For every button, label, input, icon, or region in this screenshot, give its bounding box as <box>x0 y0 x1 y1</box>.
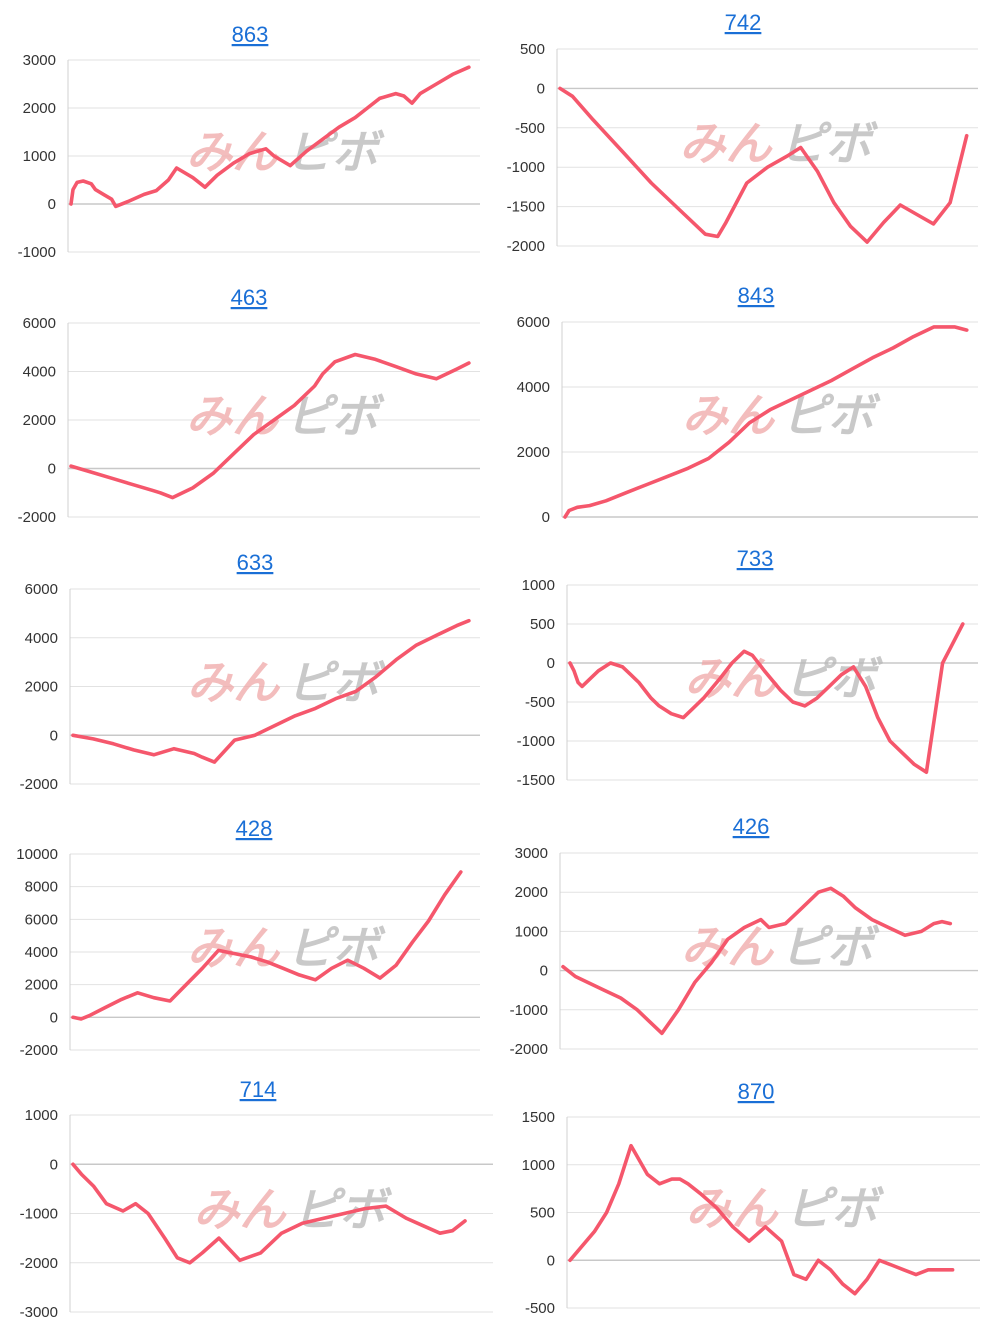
y-tick-label: -1000 <box>20 1206 58 1223</box>
y-tick-label: 4000 <box>25 944 58 961</box>
y-tick-label: -500 <box>525 694 555 711</box>
y-tick-label: -500 <box>515 120 545 137</box>
y-tick-label: 6000 <box>517 314 550 331</box>
y-tick-label: 0 <box>547 1252 555 1269</box>
chart-title-link[interactable]: 463 <box>231 285 268 310</box>
chart-panel-742: 742 500 0 -500 -1000 -1500 -2000 みん ピボ <box>507 10 978 255</box>
y-tick-label: -1000 <box>517 733 555 750</box>
y-tick-label: 1000 <box>522 577 555 594</box>
chart-title-link[interactable]: 843 <box>738 283 775 308</box>
y-tick-label: 1000 <box>515 923 548 940</box>
y-tick-label: 0 <box>537 80 545 97</box>
watermark-logo: みん <box>186 389 280 443</box>
y-tick-label: 2000 <box>23 100 56 117</box>
watermark-logo: みん <box>681 920 775 974</box>
y-tick-label: 6000 <box>25 581 58 598</box>
series-line <box>563 325 969 519</box>
watermark-logo: ピボ <box>294 1183 393 1237</box>
y-tick-label: 2000 <box>517 444 550 461</box>
watermark-logo: ピボ <box>786 1182 885 1236</box>
series-line <box>71 1162 467 1265</box>
series-line <box>568 1143 955 1296</box>
y-tick-label: 0 <box>48 461 56 478</box>
watermark-logo: ピボ <box>780 117 879 171</box>
y-tick-label: 8000 <box>25 879 58 896</box>
y-tick-label: -2000 <box>18 509 56 526</box>
y-tick-label: 6000 <box>25 911 58 928</box>
series-line <box>71 870 463 1021</box>
y-tick-label: 2000 <box>25 679 58 696</box>
chart-title-link[interactable]: 733 <box>737 546 774 571</box>
y-tick-label: -1500 <box>507 199 545 216</box>
y-tick-label: 0 <box>542 509 550 526</box>
series-line <box>69 352 471 500</box>
chart-title-link[interactable]: 714 <box>240 1077 277 1102</box>
y-tick-label: -2000 <box>20 776 58 793</box>
y-tick-label: 500 <box>530 1205 555 1222</box>
y-tick-label: 4000 <box>23 364 56 381</box>
y-tick-label: 0 <box>50 727 58 744</box>
series-line <box>568 622 965 775</box>
watermark-logo: みん <box>187 656 281 710</box>
y-tick-label: 500 <box>520 41 545 58</box>
chart-title-link[interactable]: 633 <box>237 550 274 575</box>
y-tick-label: -2000 <box>20 1255 58 1272</box>
y-tick-label: -1000 <box>18 244 56 261</box>
y-tick-label: -2000 <box>20 1042 58 1059</box>
y-tick-label: -1500 <box>517 772 555 789</box>
y-tick-label: -1000 <box>507 159 545 176</box>
y-tick-label: -2000 <box>507 238 545 255</box>
chart-title-link[interactable]: 428 <box>236 816 273 841</box>
y-tick-label: 2000 <box>25 977 58 994</box>
y-tick-label: 2000 <box>23 412 56 429</box>
watermark-logo: みん <box>187 921 281 975</box>
y-tick-label: 0 <box>540 963 548 980</box>
series-line <box>69 65 471 209</box>
watermark-logo: ピボ <box>785 652 884 706</box>
y-tick-label: 4000 <box>517 379 550 396</box>
y-tick-label: 1500 <box>522 1109 555 1126</box>
y-tick-label: -500 <box>525 1300 555 1317</box>
y-tick-label: 0 <box>50 1156 58 1173</box>
chart-panel-426: 426 3000 2000 1000 0 -1000 -2000 みん ピボ <box>510 814 978 1058</box>
y-tick-label: 0 <box>48 196 56 213</box>
y-tick-label: -3000 <box>20 1304 58 1321</box>
chart-title-link[interactable]: 742 <box>725 10 762 35</box>
y-tick-label: 3000 <box>23 52 56 69</box>
watermark-logo: みん <box>186 125 280 179</box>
watermark-logo: みん <box>194 1183 288 1237</box>
y-tick-label: 500 <box>530 616 555 633</box>
y-tick-label: -1000 <box>510 1002 548 1019</box>
chart-panel-733: 733 1000 500 0 -500 -1000 -1500 みん ピボ <box>517 546 978 789</box>
y-tick-label: 10000 <box>16 846 58 863</box>
chart-panel-863: 863 3000 2000 1000 0 -1000 みん ピボ <box>18 22 480 261</box>
y-tick-label: 1000 <box>522 1157 555 1174</box>
series-line <box>71 618 471 764</box>
y-tick-label: 4000 <box>25 630 58 647</box>
y-tick-label: 1000 <box>23 148 56 165</box>
chart-panel-714: 714 1000 0 -1000 -2000 -3000 みん ピボ <box>20 1077 493 1321</box>
y-tick-label: -2000 <box>510 1041 548 1058</box>
y-tick-label: 0 <box>50 1009 58 1026</box>
y-tick-label: 1000 <box>25 1107 58 1124</box>
y-tick-label: 0 <box>547 655 555 672</box>
series-line <box>561 886 953 1036</box>
series-line <box>558 86 969 244</box>
y-tick-label: 3000 <box>515 845 548 862</box>
chart-title-link[interactable]: 863 <box>232 22 269 47</box>
chart-title-link[interactable]: 426 <box>733 814 770 839</box>
chart-title-link[interactable]: 870 <box>738 1079 775 1104</box>
watermark-logo: ピボ <box>781 920 880 974</box>
watermark-logo: ピボ <box>286 125 385 179</box>
y-tick-label: 6000 <box>23 315 56 332</box>
watermark-logo: みん <box>680 117 774 171</box>
watermark-logo: みん <box>685 652 779 706</box>
y-tick-label: 2000 <box>515 884 548 901</box>
